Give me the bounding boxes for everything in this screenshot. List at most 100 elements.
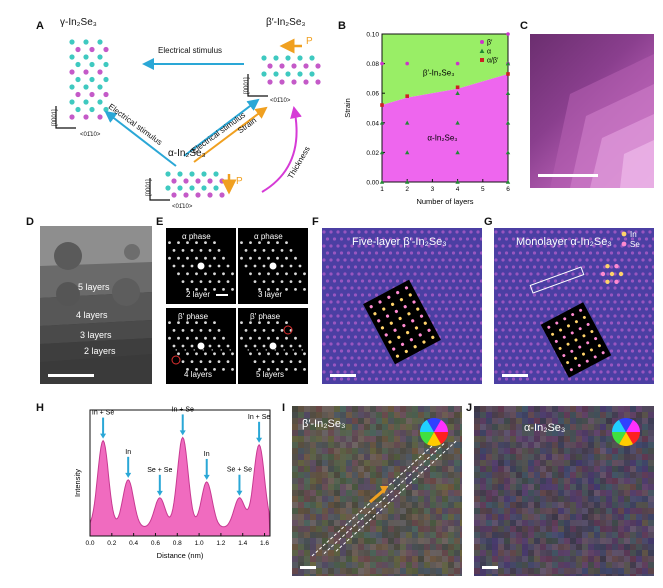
phase-pixel bbox=[352, 436, 358, 442]
phase-pixel bbox=[630, 478, 636, 484]
phase-pixel bbox=[498, 466, 504, 472]
phase-pixel bbox=[424, 526, 430, 532]
phase-pixel bbox=[534, 430, 540, 436]
phase-pixel bbox=[364, 472, 370, 478]
diffraction-spot bbox=[280, 344, 284, 348]
lattice-atom bbox=[448, 328, 452, 332]
phase-pixel bbox=[304, 406, 310, 412]
phase-pixel bbox=[430, 472, 436, 478]
arrow-alpha-to-gamma bbox=[104, 110, 177, 167]
lattice-atom bbox=[501, 272, 505, 276]
phase-pixel bbox=[480, 538, 486, 544]
layer-label-3: 3 layers bbox=[80, 330, 112, 340]
phase-pixel bbox=[430, 448, 436, 454]
lattice-atom bbox=[329, 370, 333, 374]
phase-pixel bbox=[334, 430, 340, 436]
phase-pixel bbox=[382, 574, 388, 576]
phase-pixel bbox=[334, 538, 340, 544]
phase-pixel bbox=[576, 550, 582, 556]
phase-pixel bbox=[594, 478, 600, 484]
lattice-atom bbox=[623, 293, 628, 297]
phase-pixel bbox=[486, 520, 492, 526]
lattice-atom bbox=[325, 251, 330, 255]
alpha-atom bbox=[177, 171, 183, 177]
lattice-atom bbox=[476, 328, 480, 332]
phase-pixel bbox=[528, 514, 534, 520]
phase-pixel bbox=[618, 562, 624, 568]
phase-pixel bbox=[630, 508, 636, 514]
phase-pixel bbox=[448, 460, 454, 466]
phase-pixel bbox=[582, 538, 588, 544]
phase-pixel bbox=[382, 538, 388, 544]
phase-pixel bbox=[316, 430, 322, 436]
phase-pixel bbox=[424, 466, 430, 472]
phase-pixel bbox=[454, 460, 460, 466]
phase-pixel bbox=[376, 526, 382, 532]
phase-pixel bbox=[582, 418, 588, 424]
phase-pixel bbox=[388, 556, 394, 562]
panel-g-letter: G bbox=[484, 216, 493, 228]
lattice-atom bbox=[444, 293, 449, 297]
lattice-atom bbox=[444, 279, 449, 283]
phase-pixel bbox=[540, 526, 546, 532]
lattice-atom bbox=[578, 258, 582, 262]
overlay-atom bbox=[574, 320, 578, 324]
phase-pixel bbox=[436, 562, 442, 568]
phase-pixel bbox=[474, 538, 480, 544]
phase-pixel bbox=[334, 550, 340, 556]
phase-pixel bbox=[594, 424, 600, 430]
phase-pixel bbox=[630, 490, 636, 496]
lattice-atom bbox=[613, 244, 617, 248]
diffraction-spot bbox=[177, 256, 180, 260]
phase-pixel bbox=[570, 532, 576, 538]
phase-pixel bbox=[636, 526, 642, 532]
lattice-atom bbox=[522, 300, 526, 304]
lattice-atom bbox=[325, 321, 330, 325]
tem-image-layers: 5 layers 4 layers 3 layers 2 layers bbox=[40, 226, 152, 384]
phase-pixel bbox=[292, 412, 298, 418]
phase-pixel bbox=[358, 454, 364, 460]
phase-pixel bbox=[600, 466, 606, 472]
phase-pixel bbox=[424, 472, 430, 478]
superlattice-spot bbox=[283, 349, 286, 351]
diffraction-spot bbox=[226, 280, 230, 283]
phase-pixel bbox=[528, 532, 534, 538]
lattice-atom bbox=[479, 335, 482, 339]
phase-pixel bbox=[346, 406, 352, 412]
lattice-atom bbox=[613, 258, 617, 262]
phase-pixel bbox=[480, 544, 486, 550]
phase-pixel bbox=[304, 448, 310, 454]
lattice-atom bbox=[630, 265, 635, 269]
phase-pixel bbox=[400, 538, 406, 544]
phase-pixel bbox=[304, 442, 310, 448]
phase-pixel bbox=[400, 466, 406, 472]
phase-pixel bbox=[582, 526, 588, 532]
phase-pixel bbox=[292, 454, 298, 460]
lattice-atom bbox=[479, 363, 482, 367]
phase-pixel bbox=[606, 514, 612, 520]
phase-pixel bbox=[588, 508, 594, 514]
phase-pixel bbox=[486, 478, 492, 484]
phase-pixel bbox=[498, 484, 504, 490]
phase-pixel bbox=[528, 574, 534, 576]
lattice-atom bbox=[613, 272, 617, 276]
lattice-atom bbox=[346, 279, 351, 283]
phase-pixel bbox=[448, 466, 454, 472]
lattice-atom bbox=[553, 237, 558, 241]
phase-pixel bbox=[600, 520, 606, 526]
phase-pixel bbox=[394, 520, 400, 526]
phase-pixel bbox=[442, 508, 448, 514]
phase-pixel bbox=[412, 550, 418, 556]
lattice-atom bbox=[378, 258, 382, 262]
phase-pixel bbox=[522, 448, 528, 454]
phase-pixel bbox=[570, 418, 576, 424]
lattice-atom bbox=[476, 258, 480, 262]
diffraction-spot bbox=[262, 360, 266, 363]
lattice-atom bbox=[644, 363, 649, 367]
phase-pixel bbox=[510, 520, 516, 526]
diffraction-spot bbox=[285, 368, 288, 371]
phase-pixel bbox=[418, 544, 424, 550]
phase-pixel bbox=[346, 538, 352, 544]
phase-pixel bbox=[298, 532, 304, 538]
phase-pixel bbox=[454, 484, 460, 490]
